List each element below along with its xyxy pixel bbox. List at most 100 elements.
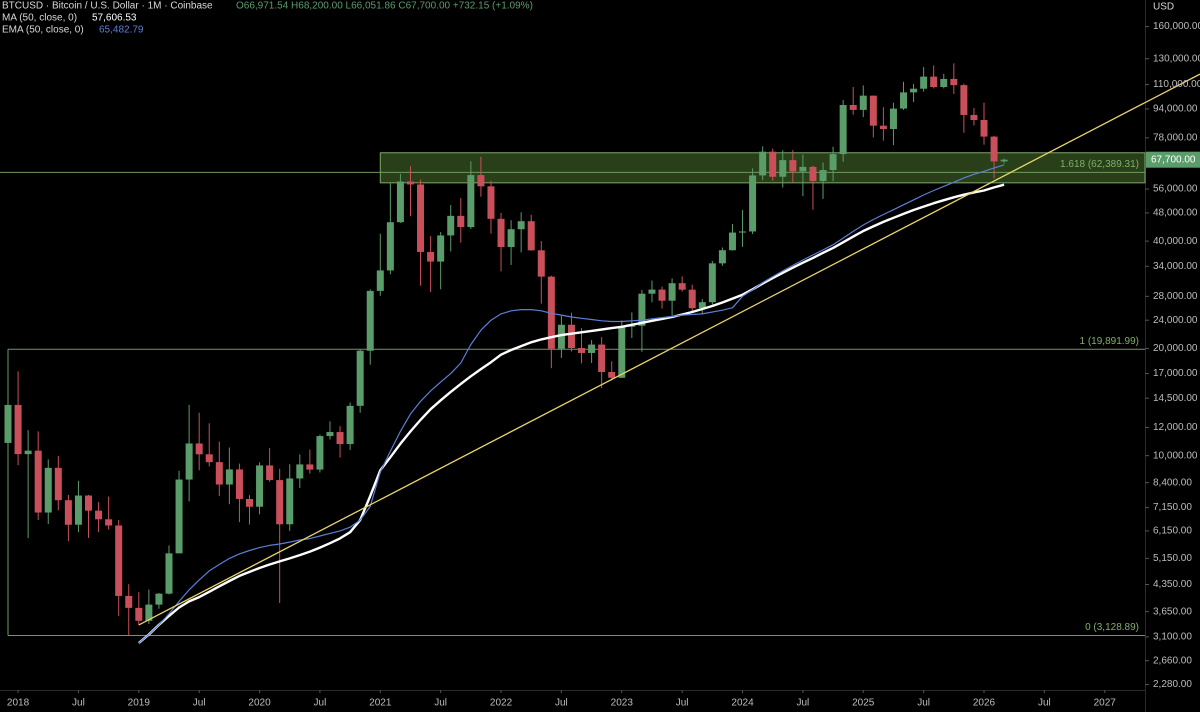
- y-tick-label: 4,350.00: [1153, 579, 1192, 590]
- candle-body: [668, 283, 676, 301]
- candle-body: [84, 495, 92, 511]
- x-tick-label: Jul: [1038, 698, 1051, 709]
- candle-body: [889, 108, 897, 130]
- candle-body: [245, 498, 253, 507]
- candle-body: [980, 119, 988, 137]
- candle-body: [537, 250, 545, 277]
- currency-label: USD: [1153, 2, 1174, 13]
- candle-body: [276, 480, 284, 525]
- candle-body: [356, 350, 364, 406]
- x-tick-label: Jul: [676, 698, 689, 709]
- fib-level-label: 1 (19,891.99): [1080, 336, 1140, 347]
- candle-body: [497, 218, 505, 248]
- candle-body: [105, 519, 113, 526]
- candle-body: [205, 454, 213, 463]
- candle-body: [779, 160, 787, 177]
- last-price-label: 67,700.00: [1151, 154, 1196, 165]
- candle-body: [336, 432, 344, 445]
- y-tick-label: 34,000.00: [1153, 261, 1198, 272]
- x-tick-label: 2020: [248, 698, 271, 709]
- candle-body: [4, 404, 12, 443]
- candle-body: [44, 467, 52, 513]
- candle-body: [789, 160, 797, 172]
- candle-body: [728, 232, 736, 251]
- x-tick-label: 2024: [731, 698, 754, 709]
- x-tick-label: Jul: [796, 698, 809, 709]
- candle-body: [396, 181, 404, 223]
- candle-body: [819, 170, 827, 182]
- candle-body: [608, 372, 616, 378]
- candle-body: [286, 478, 294, 525]
- candle-body: [125, 595, 133, 608]
- y-tick-label: 17,000.00: [1153, 368, 1198, 379]
- x-tick-label: 2026: [973, 698, 996, 709]
- y-tick-label: 160,000.00: [1153, 21, 1200, 32]
- y-tick-label: 8,400.00: [1153, 477, 1192, 488]
- candle-body: [447, 215, 455, 236]
- candle-body: [910, 88, 918, 93]
- y-tick-label: 2,280.00: [1153, 679, 1192, 690]
- y-tick-label: 110,000.00: [1153, 79, 1200, 90]
- x-tick-label: Jul: [434, 698, 447, 709]
- candle-body: [427, 251, 435, 262]
- candle-body: [34, 450, 42, 513]
- candle-body: [718, 250, 726, 264]
- candle-body: [970, 114, 978, 120]
- candle-body: [759, 151, 767, 176]
- candle-body: [920, 76, 928, 89]
- candle-body: [930, 76, 938, 87]
- y-tick-label: 28,000.00: [1153, 291, 1198, 302]
- x-tick-label: 2019: [128, 698, 151, 709]
- y-tick-label: 3,100.00: [1153, 632, 1192, 643]
- y-tick-label: 130,000.00: [1153, 53, 1200, 64]
- candle-body: [185, 443, 193, 480]
- candle-body: [95, 510, 103, 520]
- candle-body: [296, 464, 304, 479]
- candle-body: [809, 166, 817, 182]
- candle-body: [437, 235, 445, 262]
- candle-body: [900, 92, 908, 109]
- candle-body: [346, 405, 354, 445]
- candle-body: [175, 479, 183, 554]
- candle-body: [457, 215, 465, 228]
- candle-body: [14, 404, 22, 455]
- y-tick-label: 24,000.00: [1153, 315, 1198, 326]
- candle-body: [688, 289, 696, 309]
- fib-level-label: 0 (3,128.89): [1085, 622, 1139, 633]
- candle-body: [839, 105, 847, 155]
- x-tick-label: 2018: [7, 698, 30, 709]
- y-tick-label: 3,650.00: [1153, 606, 1192, 617]
- plot-area: 1.618 (62,389.31) 1 (19,891.99) 0 (3,128.8…: [0, 63, 1200, 644]
- candle-body: [487, 186, 495, 219]
- candle-body: [799, 166, 807, 172]
- candle-body: [990, 136, 998, 162]
- candle-body: [195, 443, 203, 455]
- ohlc-values: O66,971.54 H68,200.00 L66,051.86 C67,700…: [236, 1, 533, 12]
- candle-body: [708, 263, 716, 303]
- candle-body: [135, 607, 143, 621]
- candle-body: [1000, 159, 1008, 162]
- candle-body: [507, 229, 515, 248]
- x-tick-label: 2023: [611, 698, 634, 709]
- candle-body: [658, 289, 666, 301]
- candle-body: [386, 222, 394, 271]
- candle-body: [155, 593, 163, 605]
- candle-body: [165, 553, 173, 594]
- y-tick-label: 10,000.00: [1153, 450, 1198, 461]
- candle-body: [578, 348, 586, 353]
- y-tick-label: 78,000.00: [1153, 132, 1198, 143]
- candle-body: [618, 325, 626, 378]
- x-tick-label: Jul: [555, 698, 568, 709]
- candle-body: [678, 283, 686, 290]
- y-tick-label: 14,500.00: [1153, 393, 1198, 404]
- trendline: [138, 73, 1200, 626]
- y-tick-label: 48,000.00: [1153, 208, 1198, 219]
- candle-body: [628, 325, 636, 327]
- candle-body: [739, 231, 747, 233]
- x-tick-label: 2025: [852, 698, 875, 709]
- candle-body: [869, 95, 877, 126]
- x-tick-label: 2022: [490, 698, 513, 709]
- x-tick-label: Jul: [314, 698, 327, 709]
